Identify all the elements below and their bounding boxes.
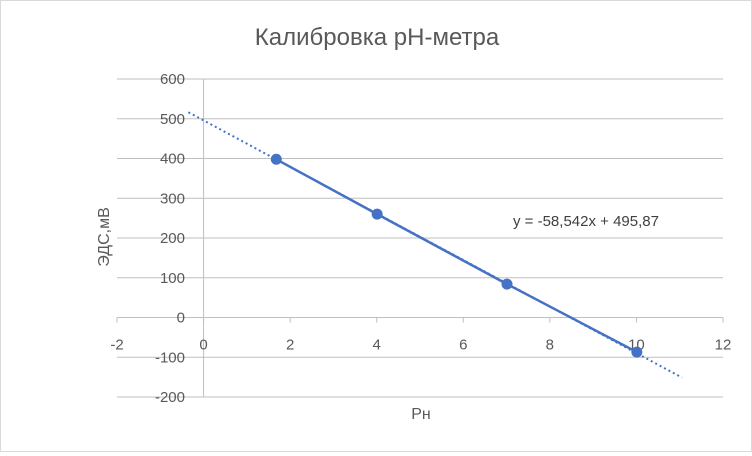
x-axis-title: Рн: [411, 406, 431, 423]
x-tick-label-8: 8: [546, 337, 554, 354]
series-layer: [270, 153, 643, 358]
x-tick-label-0: 0: [199, 337, 207, 354]
data-point-0: [270, 153, 282, 165]
y-tick-label-100: 100: [160, 270, 185, 287]
x-tick-label-4: 4: [373, 337, 381, 354]
data-point-2: [501, 278, 513, 290]
data-point-1: [371, 208, 383, 220]
x-tick-label-2: 2: [286, 337, 294, 354]
y-axis-title: ЭДС,мВ: [96, 207, 113, 266]
y-tick-label-0: 0: [177, 310, 185, 327]
x-tick-label--2: -2: [110, 337, 123, 354]
y-tick-label-600: 600: [160, 71, 185, 88]
y-tick-label-200: 200: [160, 230, 185, 247]
series-line-0: [275, 158, 638, 354]
y-tick-label-400: 400: [160, 151, 185, 168]
axes: [116, 79, 724, 397]
y-tick-label-300: 300: [160, 190, 185, 207]
data-point-3: [631, 346, 643, 358]
gridlines: [117, 78, 723, 398]
y-tick-label--100: -100: [155, 349, 185, 366]
x-tick-label-6: 6: [459, 337, 467, 354]
trendline-equation: y = -58,542x + 495,87: [513, 213, 659, 230]
chart-title: Калибровка pH-метра: [255, 24, 500, 51]
y-tick-label-500: 500: [160, 111, 185, 128]
y-tick-label--200: -200: [155, 389, 185, 406]
x-tick-label-12: 12: [715, 337, 732, 354]
